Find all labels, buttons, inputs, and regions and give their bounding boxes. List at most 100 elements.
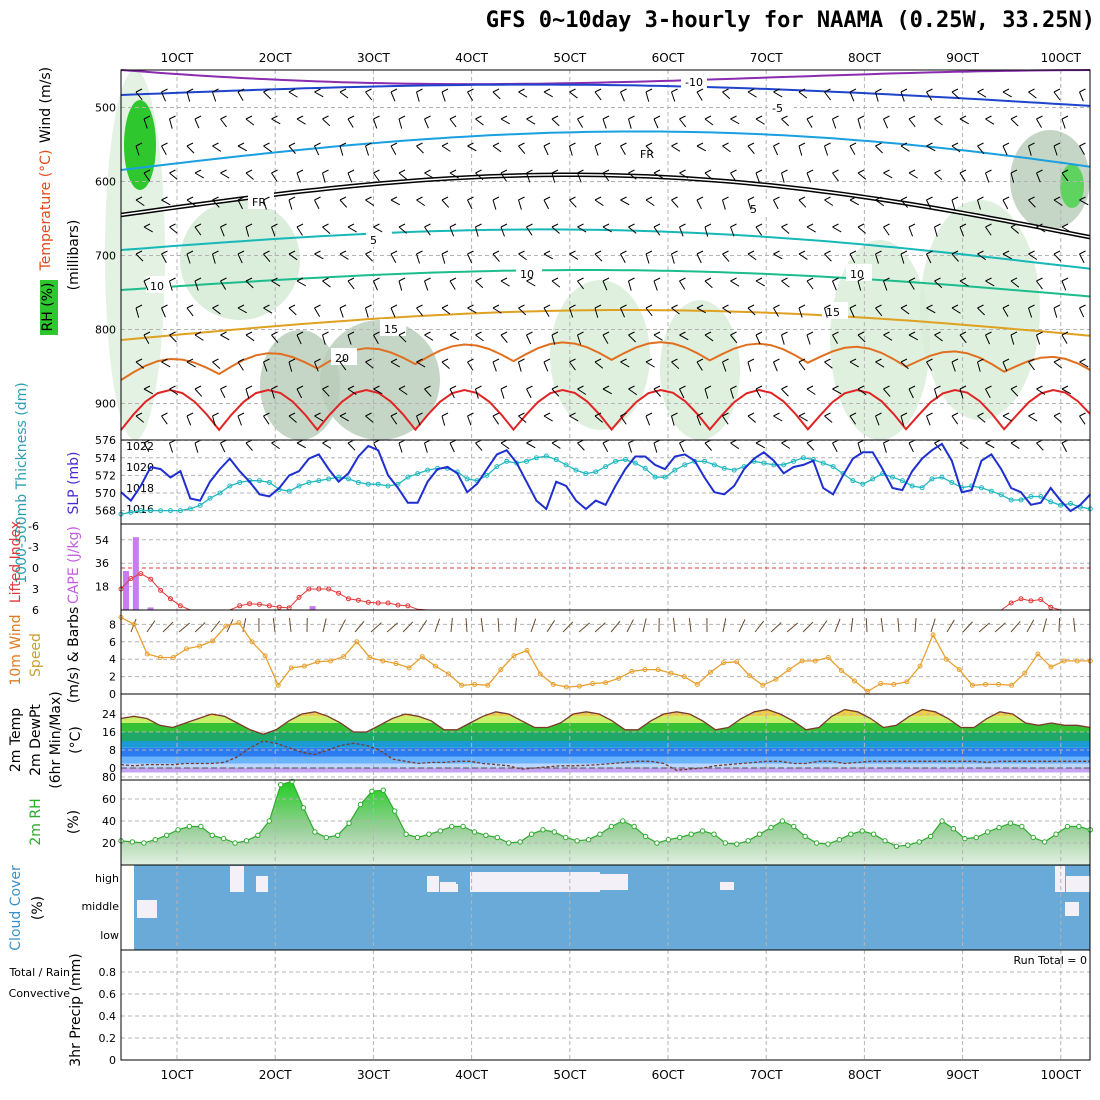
wind-barb <box>271 388 275 399</box>
thickness-point <box>731 467 737 473</box>
wind-barb <box>526 172 531 183</box>
wind-speed-point <box>275 682 281 688</box>
rh-point <box>665 837 672 843</box>
wind-barb <box>722 253 730 262</box>
wind-barb <box>169 280 173 291</box>
wind-barb <box>518 415 527 423</box>
surface-wind-barb <box>850 618 854 633</box>
cloud-gap <box>1065 902 1079 916</box>
wind-barb <box>1079 361 1089 368</box>
rh-point <box>312 829 318 835</box>
surface-wind-barb <box>210 620 221 633</box>
wind-barb-flag <box>263 196 270 201</box>
wind-barb-flag <box>908 277 916 282</box>
wind-barb-flag <box>543 88 551 93</box>
surface-wind-barb <box>450 618 453 633</box>
lifted-index-point <box>247 601 253 607</box>
wind-barb <box>390 307 396 318</box>
rh-point <box>471 829 478 835</box>
wind-barb-flag <box>143 385 151 390</box>
wind-barb <box>832 334 838 344</box>
wind-barb <box>577 226 587 233</box>
wind-barb-flag <box>186 142 194 147</box>
wind-barb <box>696 91 703 101</box>
wind-barb <box>373 280 378 291</box>
wind-barb-flag <box>518 88 525 93</box>
lifted-index-point <box>1028 598 1034 604</box>
wind-barb <box>322 442 332 449</box>
isotherm-label: 5 <box>370 234 377 247</box>
wind-barb <box>263 145 272 153</box>
wind-barb <box>526 280 536 287</box>
wind-axis-label-3: (m/s) & Barbs <box>66 607 82 704</box>
wind-tick-label: 2 <box>109 671 116 684</box>
thickness-point <box>415 471 421 477</box>
wind-barb-flag <box>653 115 661 120</box>
wind-speed-point <box>563 684 569 690</box>
wind-barb <box>875 361 885 368</box>
wind-barb-flag <box>288 88 296 93</box>
wind-barb-flag <box>671 142 678 147</box>
wind-barb-flag <box>518 412 525 417</box>
lifted-index-tick-label: 0 <box>32 562 39 575</box>
wind-barb-flag <box>339 412 347 417</box>
wind-barb <box>671 199 679 208</box>
wind-speed-point <box>576 683 582 689</box>
wind-barb <box>161 361 171 368</box>
wind-barb <box>237 307 247 314</box>
surface-wind-barb <box>562 621 574 633</box>
wind-barb <box>220 226 225 237</box>
wind-barb-flag <box>500 169 508 174</box>
wind-barb <box>653 172 663 179</box>
wind-barb-flag <box>212 412 219 417</box>
wind-barb-flag <box>526 331 533 336</box>
surface-wind-barb <box>1058 617 1061 633</box>
thickness-point <box>256 478 262 484</box>
wind-barb <box>169 442 174 453</box>
wind-barb-flag <box>424 169 431 174</box>
wind-barb-flag <box>773 88 780 93</box>
slp-tick-label: 1020 <box>126 461 154 474</box>
wind-barb-flag <box>161 304 168 309</box>
wind-barb <box>934 118 943 126</box>
wind-10m-panel: 0 2 4 6 8 10m Wind Speed (m/s) & Barbs <box>8 607 1093 704</box>
wind-barb-flag <box>985 169 992 174</box>
wind-barb-flag <box>263 358 270 363</box>
wind-barb <box>441 253 446 264</box>
wind-barb <box>577 334 582 345</box>
wind-barb <box>245 280 254 289</box>
wind-barb <box>824 361 833 369</box>
wind-barb <box>1010 280 1020 288</box>
wind-barb <box>908 226 914 237</box>
wind-barb-flag <box>628 385 635 390</box>
wind-barb-flag <box>849 358 857 363</box>
wind-speed-point <box>865 688 871 694</box>
wind-barb-flag <box>951 142 959 147</box>
surface-wind-barb <box>722 618 727 633</box>
wind-barb-flag <box>288 250 296 255</box>
wind-barb-flag <box>518 142 525 147</box>
precip-tick-label: 0 <box>109 1054 116 1067</box>
thickness-point <box>563 462 569 468</box>
surface-wind-barb <box>288 618 292 633</box>
wind-barb-flag <box>875 196 882 201</box>
wind-barb <box>263 307 273 314</box>
thickness-point <box>820 460 826 466</box>
isotherm-label-bg <box>768 98 794 115</box>
wind-barb <box>143 442 150 453</box>
rh-point <box>939 818 945 824</box>
wind-barb <box>857 334 866 343</box>
wind-barb-flag <box>449 169 457 174</box>
lifted-index-point <box>395 602 401 608</box>
wind-barb <box>194 172 204 179</box>
wind-barb <box>951 307 961 314</box>
wind-barb-flag <box>135 358 143 363</box>
wind-barb-flag <box>220 331 227 336</box>
wind-barb-flag <box>773 142 780 147</box>
wind-barb-flag <box>296 223 304 228</box>
thickness-point <box>553 457 559 463</box>
wind-barb-flag <box>135 88 143 93</box>
wind-speed-point <box>1022 670 1028 676</box>
wind-barb <box>220 118 227 128</box>
wind-speed-point <box>747 673 753 679</box>
